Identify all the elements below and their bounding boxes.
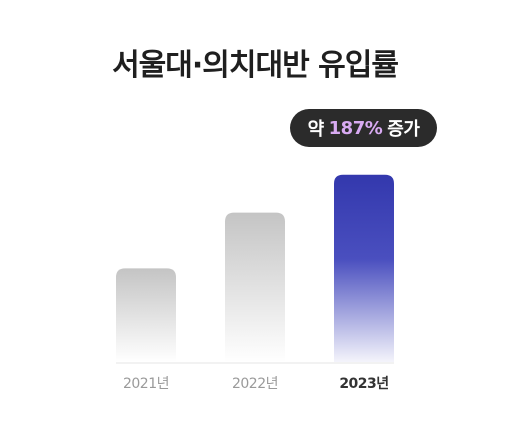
- growth-badge-suffix: 증가: [387, 119, 420, 140]
- category-labels-group: 2021년 2022년 2023년: [123, 376, 389, 392]
- bar-3: [334, 174, 394, 362]
- chart-title: 서울대·의치대반 유입률: [112, 48, 399, 83]
- category-label-2: 2022년: [232, 376, 278, 392]
- growth-badge: 약 187% 증가: [290, 109, 437, 147]
- category-label-3: 2023년: [339, 376, 388, 392]
- bars-group: [116, 174, 394, 362]
- growth-badge-prefix: 약: [307, 119, 325, 140]
- category-label-1: 2021년: [123, 376, 169, 392]
- growth-badge-value: 187%: [328, 117, 383, 139]
- bar-2: [225, 212, 285, 362]
- bar-1: [116, 268, 176, 362]
